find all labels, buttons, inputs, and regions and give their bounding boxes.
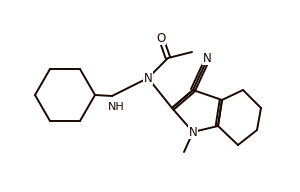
- Text: O: O: [156, 31, 166, 45]
- Text: N: N: [144, 71, 152, 84]
- Text: N: N: [189, 126, 197, 138]
- Text: N: N: [202, 51, 211, 65]
- Text: NH: NH: [108, 102, 124, 112]
